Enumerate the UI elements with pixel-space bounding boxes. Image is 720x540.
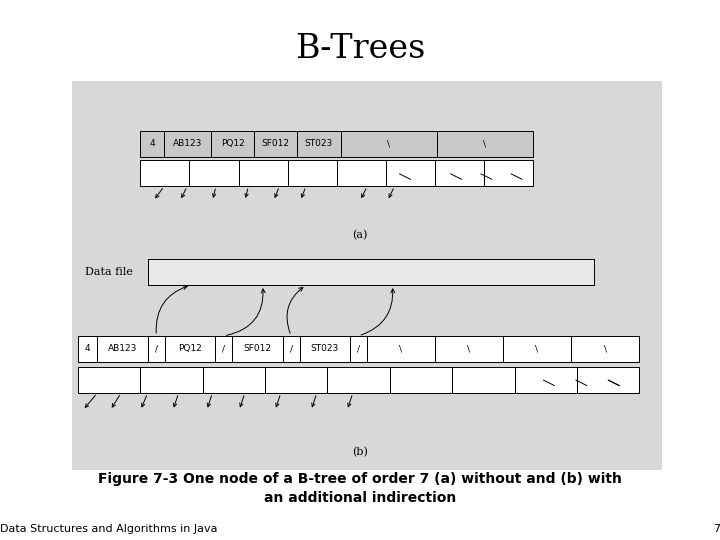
Text: /: / bbox=[357, 345, 360, 353]
Bar bbox=[265, 367, 328, 393]
Bar bbox=[337, 160, 386, 186]
Text: 7: 7 bbox=[713, 524, 720, 534]
Text: ST023: ST023 bbox=[311, 345, 339, 353]
Text: \: \ bbox=[400, 345, 402, 353]
Text: 4: 4 bbox=[85, 345, 91, 353]
Bar bbox=[436, 131, 533, 157]
Bar bbox=[577, 367, 639, 393]
Text: \: \ bbox=[603, 345, 607, 353]
Bar bbox=[484, 160, 533, 186]
Bar bbox=[367, 336, 435, 362]
Bar bbox=[148, 259, 594, 285]
Bar bbox=[78, 336, 97, 362]
Text: /: / bbox=[289, 345, 292, 353]
Bar bbox=[165, 336, 215, 362]
Bar bbox=[189, 160, 238, 186]
Bar bbox=[211, 131, 254, 157]
Text: /: / bbox=[222, 345, 225, 353]
Text: AB123: AB123 bbox=[173, 139, 202, 148]
Bar bbox=[215, 336, 232, 362]
Text: (a): (a) bbox=[352, 230, 368, 240]
Bar bbox=[254, 131, 297, 157]
Text: 4: 4 bbox=[149, 139, 155, 148]
Bar bbox=[78, 367, 140, 393]
Text: B-Trees: B-Trees bbox=[294, 32, 426, 65]
Text: \: \ bbox=[387, 139, 390, 148]
Bar bbox=[238, 160, 287, 186]
Text: Data Structures and Algorithms in Java: Data Structures and Algorithms in Java bbox=[0, 524, 217, 534]
Text: \: \ bbox=[467, 345, 470, 353]
Bar bbox=[328, 367, 390, 393]
Text: \: \ bbox=[483, 139, 486, 148]
Bar bbox=[390, 367, 452, 393]
Bar bbox=[148, 336, 165, 362]
Bar bbox=[435, 336, 503, 362]
Bar bbox=[232, 336, 283, 362]
Text: (b): (b) bbox=[352, 447, 368, 458]
Text: SF012: SF012 bbox=[243, 345, 271, 353]
Bar bbox=[571, 336, 639, 362]
Text: AB123: AB123 bbox=[108, 345, 138, 353]
Text: SF012: SF012 bbox=[262, 139, 289, 148]
Text: ST023: ST023 bbox=[305, 139, 333, 148]
Bar bbox=[283, 336, 300, 362]
Bar bbox=[164, 131, 211, 157]
Bar bbox=[515, 367, 577, 393]
Bar bbox=[435, 160, 484, 186]
Bar bbox=[140, 367, 202, 393]
Text: PQ12: PQ12 bbox=[179, 345, 202, 353]
Bar bbox=[297, 131, 341, 157]
Bar bbox=[503, 336, 571, 362]
Text: \: \ bbox=[536, 345, 539, 353]
Bar bbox=[386, 160, 435, 186]
Bar bbox=[97, 336, 148, 362]
Bar bbox=[341, 131, 436, 157]
Text: PQ12: PQ12 bbox=[221, 139, 245, 148]
Bar bbox=[452, 367, 515, 393]
Bar bbox=[140, 160, 189, 186]
Bar bbox=[202, 367, 265, 393]
Bar bbox=[140, 131, 164, 157]
Text: Data file: Data file bbox=[86, 267, 133, 276]
Text: /: / bbox=[155, 345, 158, 353]
Text: Figure 7-3 One node of a B-tree of order 7 (a) without and (b) with
an additiona: Figure 7-3 One node of a B-tree of order… bbox=[98, 472, 622, 505]
Bar bbox=[287, 160, 337, 186]
Bar bbox=[300, 336, 350, 362]
Bar bbox=[72, 81, 662, 470]
Bar bbox=[350, 336, 367, 362]
